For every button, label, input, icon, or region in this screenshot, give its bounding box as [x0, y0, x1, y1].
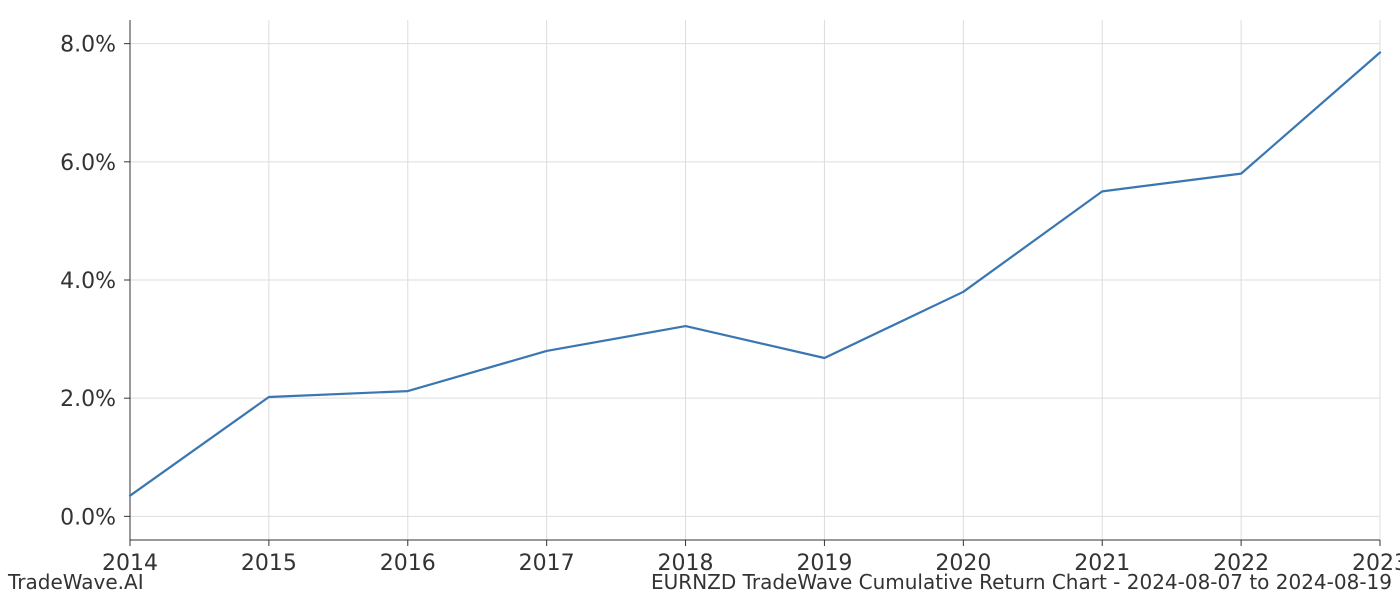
chart-bg [0, 0, 1400, 600]
y-tick-label: 4.0% [60, 269, 116, 294]
y-tick-label: 2.0% [60, 387, 116, 412]
y-tick-label: 6.0% [60, 151, 116, 176]
x-tick-label: 2017 [519, 551, 575, 576]
x-tick-label: 2015 [241, 551, 297, 576]
y-tick-label: 0.0% [60, 505, 116, 530]
footer-left-label: TradeWave.AI [8, 570, 144, 594]
y-tick-label: 8.0% [60, 33, 116, 58]
chart-container: 2014201520162017201820192020202120222023… [0, 0, 1400, 600]
x-tick-label: 2016 [380, 551, 436, 576]
line-chart: 2014201520162017201820192020202120222023… [0, 0, 1400, 600]
footer-right-label: EURNZD TradeWave Cumulative Return Chart… [651, 570, 1392, 594]
